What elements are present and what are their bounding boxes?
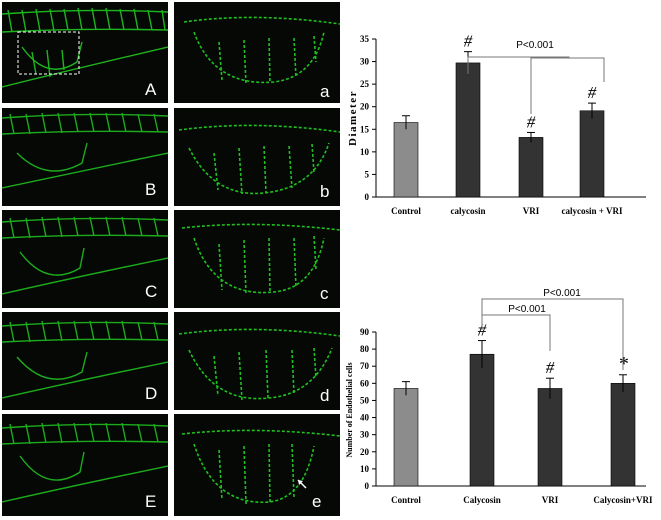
chart0-y-tick-label: 0 bbox=[365, 192, 370, 202]
chart0-significance-marker: # bbox=[527, 112, 536, 131]
chart1-category-label: Calycosin bbox=[463, 495, 501, 505]
chart1-y-tick-label: 0 bbox=[365, 481, 370, 491]
panel-label-c: c bbox=[320, 284, 329, 303]
chart1-bracket bbox=[481, 298, 624, 370]
chart0-y-tick-label: 25 bbox=[360, 79, 370, 89]
chart0-bracket bbox=[467, 56, 570, 74]
micrograph-D: D bbox=[2, 312, 168, 410]
chart1-y-tick-label: 40 bbox=[360, 413, 370, 423]
chart1-y-tick-label: 80 bbox=[360, 344, 370, 354]
micrograph-d: d bbox=[174, 312, 340, 410]
chart0-y-tick-label: 10 bbox=[360, 147, 370, 157]
chart1-bar bbox=[469, 353, 495, 487]
micrograph-a-vessels bbox=[183, 16, 340, 85]
chart0-bar bbox=[518, 137, 544, 198]
chart0-y-tick-label: 15 bbox=[360, 124, 370, 134]
arrow-head-icon bbox=[298, 480, 303, 485]
chart0-significance-marker: # bbox=[464, 32, 473, 51]
micrograph-c: c bbox=[174, 210, 340, 308]
micrograph-C-vessels bbox=[2, 216, 168, 295]
micrograph-E: E bbox=[2, 414, 168, 516]
chart1-p-value-label: P<0.001 bbox=[508, 304, 546, 315]
chart0-category-label: Control bbox=[391, 206, 421, 216]
chart0-p-value-label: P<0.001 bbox=[516, 40, 554, 51]
chart1-bracket bbox=[481, 314, 551, 351]
panel-label-C: C bbox=[145, 282, 158, 301]
chart0-bracket-lower bbox=[530, 57, 605, 114]
chart1-y-tick-label: 60 bbox=[360, 378, 370, 388]
panel-label-a: a bbox=[320, 82, 330, 101]
micrograph-b-vessels bbox=[178, 124, 340, 195]
micrograph-e-vessels bbox=[181, 429, 340, 505]
chart1-y-tick-label: 30 bbox=[360, 430, 370, 440]
chart0-significance-marker: # bbox=[588, 83, 597, 102]
micrograph-E-vessels bbox=[2, 422, 168, 503]
chart0-category-label: calycosin bbox=[451, 206, 486, 216]
chart0-y-axis-label: Diameter bbox=[347, 90, 359, 146]
micrograph-e: e bbox=[174, 414, 340, 516]
micrograph-B: B bbox=[2, 108, 168, 206]
chart1-y-tick-label: 90 bbox=[360, 327, 370, 337]
panel-label-B: B bbox=[145, 180, 157, 199]
chart1-category-label: Calycosin+VRI bbox=[593, 495, 653, 505]
micrograph-c-vessels bbox=[181, 223, 340, 295]
chart1-y-tick-label: 70 bbox=[360, 361, 370, 371]
micrograph-a: a bbox=[174, 2, 340, 103]
chart1-category-label: Control bbox=[391, 495, 421, 505]
chart0-y-tick-label: 20 bbox=[360, 102, 370, 112]
panel-label-e: e bbox=[312, 492, 322, 511]
chart1-y-tick-label: 20 bbox=[360, 447, 370, 457]
chart1-category-label: VRI bbox=[542, 495, 559, 505]
panel-label-E: E bbox=[145, 492, 157, 511]
chart0-bar bbox=[455, 62, 481, 198]
chart1-significance-marker: # bbox=[478, 321, 487, 340]
chart1-bar bbox=[393, 388, 419, 487]
micrograph-B-vessels bbox=[2, 112, 168, 189]
micrograph-d-vessels bbox=[178, 328, 340, 401]
chart0-category-label: calycosin + VRI bbox=[562, 206, 623, 216]
chart1-y-axis-label: Number of Endothelial cells bbox=[345, 362, 354, 457]
chart1-y-tick-label: 50 bbox=[360, 395, 370, 405]
micrograph-D-vessels bbox=[2, 320, 168, 399]
chart0-y-tick-label: 30 bbox=[360, 57, 370, 67]
micrograph-A-vessels bbox=[2, 7, 168, 88]
panel-label-d: d bbox=[320, 386, 330, 405]
chart1-y-tick-label: 10 bbox=[360, 464, 370, 474]
chart1-bar bbox=[610, 383, 636, 487]
chart1-p-value-label: P<0.001 bbox=[543, 288, 581, 299]
panel-label-D: D bbox=[145, 384, 158, 403]
chart1-significance-marker: # bbox=[546, 358, 555, 377]
chart0-y-tick-label: 5 bbox=[365, 169, 370, 179]
panel-label-A: A bbox=[145, 80, 157, 99]
chart0-category-label: VRI bbox=[523, 206, 540, 216]
chart0-bar bbox=[579, 110, 605, 198]
chart0-bar bbox=[393, 122, 419, 198]
selection-box bbox=[17, 31, 80, 75]
micrograph-C: C bbox=[2, 210, 168, 308]
chart1-bar bbox=[537, 388, 563, 487]
panel-label-b: b bbox=[320, 182, 330, 201]
micrograph-b: b bbox=[174, 108, 340, 206]
chart0-y-tick-label: 35 bbox=[360, 34, 370, 44]
micrograph-A: A bbox=[2, 2, 168, 103]
